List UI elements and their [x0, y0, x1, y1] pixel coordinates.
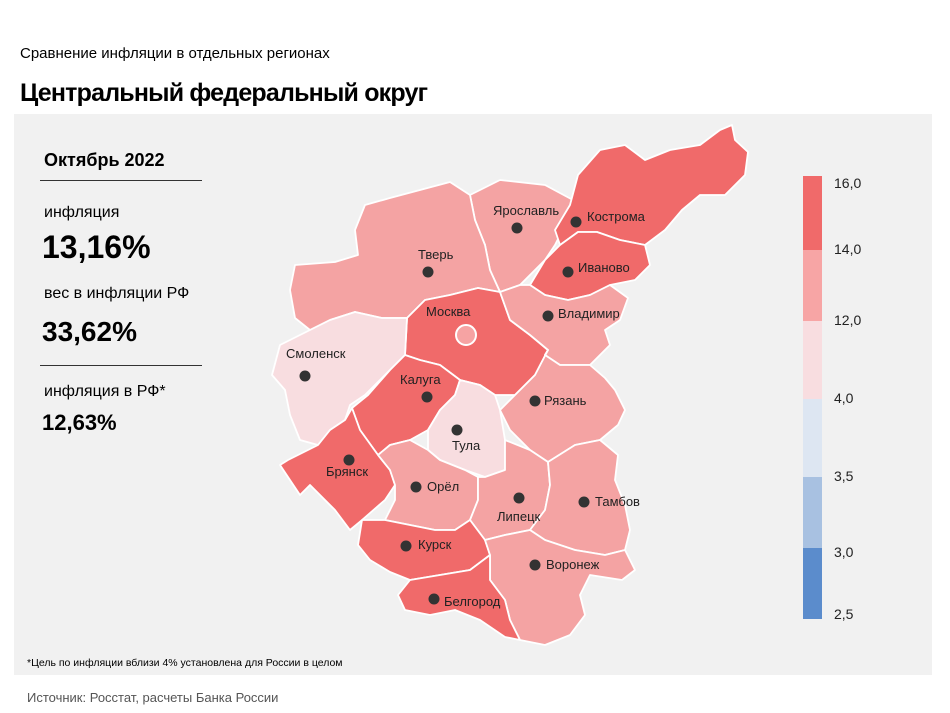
footnote: *Цель по инфляции вблизи 4% установлена …: [27, 657, 343, 669]
source-note: Источник: Росстат, расчеты Банка России: [27, 690, 279, 705]
chart-title: Центральный федеральный округ: [20, 79, 428, 107]
city-dot: [511, 222, 523, 234]
legend-tick: 3,0: [834, 544, 854, 560]
weight-value: 33,62%: [42, 316, 137, 347]
city-dot: [513, 492, 525, 504]
rf-inflation-label: инфляция в РФ*: [44, 383, 166, 400]
city-dot: [410, 481, 422, 493]
legend-band: [803, 176, 822, 250]
city-label: Рязань: [544, 393, 587, 408]
city-dot: [562, 266, 574, 278]
city-label: Кострома: [587, 209, 646, 224]
city-dot: [343, 454, 355, 466]
city-dot: [421, 391, 433, 403]
legend-band: [803, 399, 822, 477]
city-dot: [299, 370, 311, 382]
city-label: Курск: [418, 537, 452, 552]
city-label: Липецк: [497, 509, 541, 524]
city-label: Владимир: [558, 306, 620, 321]
color-scale-legend: 16,0 14,0 12,0 4,0 3,5 3,0 2,5: [803, 175, 861, 622]
chart-supertitle: Сравнение инфляции в отдельных регионах: [20, 45, 330, 62]
legend-band: [803, 477, 822, 548]
weight-label: вес в инфляции РФ: [44, 285, 190, 302]
city-label: Орёл: [427, 479, 459, 494]
inflation-value: 13,16%: [42, 229, 151, 265]
city-label: Тамбов: [595, 494, 640, 509]
city-label: Белгород: [444, 594, 501, 609]
city-dot: [428, 593, 440, 605]
legend-band: [803, 548, 822, 619]
legend-tick: 12,0: [834, 312, 861, 328]
city-dot: [529, 559, 541, 571]
city-label: Тула: [452, 438, 481, 453]
capital-marker: [455, 324, 477, 346]
legend-tick: 3,5: [834, 468, 854, 484]
city-dot: [422, 266, 434, 278]
city-label: Ярославль: [493, 203, 559, 218]
city-dot: [578, 496, 590, 508]
region-vladimir[interactable]: [499, 284, 629, 366]
region-bryansk[interactable]: [279, 407, 396, 531]
rf-inflation-value: 12,63%: [42, 410, 117, 435]
city-label: Брянск: [326, 464, 368, 479]
city-dot: [570, 216, 582, 228]
region-ryazan[interactable]: [499, 349, 626, 463]
region-smolensk[interactable]: [271, 311, 408, 446]
city-label: Иваново: [578, 260, 630, 275]
city-label: Тверь: [418, 247, 454, 262]
divider: [40, 180, 202, 181]
region-markers: [299, 216, 590, 605]
legend-tick: 14,0: [834, 241, 861, 257]
region-belgorod[interactable]: [397, 554, 521, 641]
city-dot: [400, 540, 412, 552]
region-kostroma[interactable]: [554, 124, 749, 246]
legend-band: [803, 250, 822, 321]
legend-band: [803, 321, 822, 399]
legend-tick: 16,0: [834, 175, 861, 191]
period-label: Октябрь 2022: [44, 150, 165, 170]
city-label: Воронеж: [546, 557, 600, 572]
city-dot: [529, 395, 541, 407]
city-dot: [451, 424, 463, 436]
inflation-label: инфляция: [44, 204, 120, 221]
legend-tick: 4,0: [834, 390, 854, 406]
city-label: Калуга: [400, 372, 441, 387]
divider: [40, 365, 202, 366]
city-dot: [542, 310, 554, 322]
city-label: Смоленск: [286, 346, 346, 361]
region-labels: Ярославль Кострома Тверь Иваново Москва …: [286, 203, 646, 609]
city-label: Москва: [426, 304, 471, 319]
legend-tick: 2,5: [834, 606, 854, 622]
